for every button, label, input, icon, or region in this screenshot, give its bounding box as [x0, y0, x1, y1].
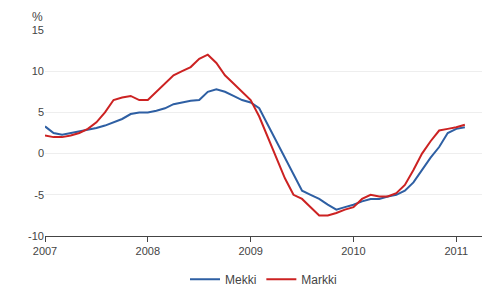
svg-text:2011: 2011 [444, 245, 468, 257]
svg-text:-10: -10 [28, 230, 44, 242]
svg-text:%: % [32, 10, 43, 24]
svg-text:2007: 2007 [33, 245, 57, 257]
svg-text:2010: 2010 [341, 245, 365, 257]
svg-text:Mekki: Mekki [225, 273, 256, 287]
svg-text:15: 15 [32, 24, 44, 36]
svg-text:2008: 2008 [136, 245, 160, 257]
svg-text:2009: 2009 [238, 245, 262, 257]
svg-text:-5: -5 [34, 189, 44, 201]
svg-text:0: 0 [38, 147, 44, 159]
svg-text:5: 5 [38, 106, 44, 118]
svg-text:Markki: Markki [301, 273, 336, 287]
svg-text:10: 10 [32, 65, 44, 77]
